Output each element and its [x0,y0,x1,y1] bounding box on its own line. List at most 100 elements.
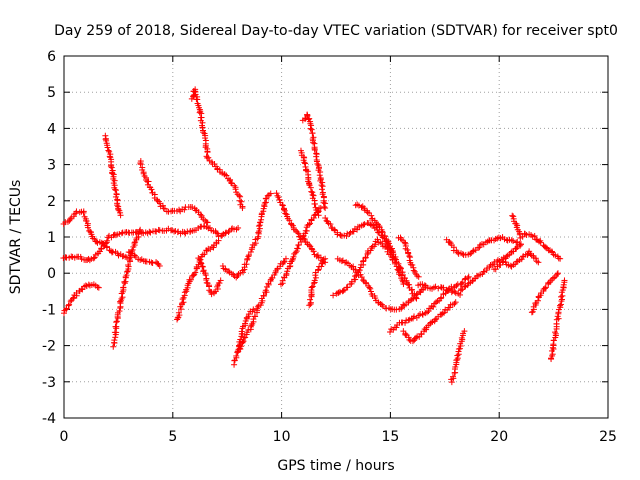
data-point [464,275,471,282]
data-point [225,268,232,275]
data-point [453,282,460,289]
data-point [90,255,97,262]
data-point [550,337,557,344]
data-point [552,329,559,336]
data-point [409,261,416,268]
data-point [86,257,93,264]
data-point [330,292,337,299]
data-point [240,338,247,345]
data-point [238,343,245,350]
data-point [115,206,122,213]
data-point [537,239,544,246]
data-point [204,219,211,226]
y-tick-label: 1 [47,230,56,246]
data-point [310,139,317,146]
data-point [433,299,440,306]
data-point [156,227,163,234]
data-point [340,287,347,294]
data-point [346,230,353,237]
data-point [435,285,442,292]
data-point [445,286,452,293]
data-point [112,232,119,239]
data-point [386,328,393,335]
data-point [376,223,383,230]
data-point [469,248,476,255]
data-point [354,226,361,233]
y-tick-label: 4 [47,121,56,137]
data-point [459,250,466,257]
data-point [273,190,280,197]
data-point [431,300,438,307]
data-point [112,186,119,193]
data-point [315,212,322,219]
data-point [291,250,298,257]
data-point [552,252,559,259]
x-tick-label: 15 [381,429,399,445]
y-tick-label: 2 [47,194,56,210]
data-point [216,280,223,287]
data-point [313,151,320,158]
data-point [295,230,302,237]
data-point [310,192,317,199]
data-point [336,288,343,295]
data-point [419,281,426,288]
data-point [123,268,130,275]
data-point [281,258,288,265]
data-point [307,125,314,132]
data-point [508,237,515,244]
data-point [308,122,315,129]
data-point [327,221,334,228]
data-point [444,307,451,314]
data-point [222,230,229,237]
data-point [131,240,138,247]
y-tick-label: -2 [42,339,56,355]
data-point [262,287,269,294]
data-point [78,255,85,262]
data-point [198,260,205,267]
data-point [308,126,315,133]
data-point [322,255,329,262]
data-point [312,274,319,281]
data-point [205,154,212,161]
data-point [405,317,412,324]
data-point [364,247,371,254]
data-point [198,114,205,121]
data-point [535,259,542,266]
data-point [362,255,369,262]
data-point [283,270,290,277]
data-point [531,232,538,239]
data-point [145,178,152,185]
data-point [146,228,153,235]
data-point [236,192,243,199]
data-point [461,283,468,290]
data-point [311,200,318,207]
data-point [439,310,446,317]
data-point [514,243,521,250]
data-point [311,147,318,154]
data-point [318,186,325,193]
data-point [126,255,133,262]
data-point [137,226,144,233]
data-point [452,299,459,306]
data-point [507,262,514,269]
data-point [114,202,121,209]
data-point [319,183,326,190]
data-point [104,237,111,244]
data-point [526,248,533,255]
data-point [509,212,516,219]
data-point [204,149,211,156]
data-point [159,202,166,209]
data-point [282,255,289,262]
data-point [248,322,255,329]
data-point [458,334,465,341]
data-point [203,277,210,284]
data-point [421,282,428,289]
data-point [255,223,262,230]
data-point [404,246,411,253]
data-point [197,211,204,218]
data-point [294,245,301,252]
data-point [294,229,301,236]
data-point [361,221,368,228]
data-point [79,286,86,293]
